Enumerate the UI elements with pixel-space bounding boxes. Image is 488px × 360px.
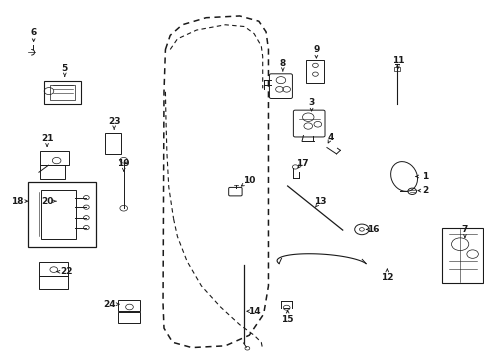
Text: 20: 20 <box>41 197 53 206</box>
Text: 11: 11 <box>391 55 403 64</box>
Text: 8: 8 <box>279 59 285 68</box>
Text: 19: 19 <box>117 158 130 167</box>
Text: 12: 12 <box>380 273 393 282</box>
Text: 23: 23 <box>108 117 120 126</box>
Text: 14: 14 <box>247 307 260 316</box>
Text: 7: 7 <box>461 225 467 234</box>
Text: 1: 1 <box>422 172 428 181</box>
Text: 17: 17 <box>295 158 308 167</box>
Text: 3: 3 <box>308 98 314 107</box>
Text: 18: 18 <box>11 197 23 206</box>
Text: 16: 16 <box>366 225 378 234</box>
Text: 24: 24 <box>103 300 116 309</box>
Text: 10: 10 <box>243 176 255 185</box>
Text: 4: 4 <box>327 133 333 142</box>
Text: 9: 9 <box>312 45 319 54</box>
Text: 5: 5 <box>61 64 68 73</box>
Text: 6: 6 <box>30 28 37 37</box>
Text: 13: 13 <box>313 197 326 206</box>
Text: 21: 21 <box>41 134 53 143</box>
Text: 22: 22 <box>60 267 72 276</box>
Text: 15: 15 <box>281 315 293 324</box>
Text: 2: 2 <box>422 186 428 195</box>
